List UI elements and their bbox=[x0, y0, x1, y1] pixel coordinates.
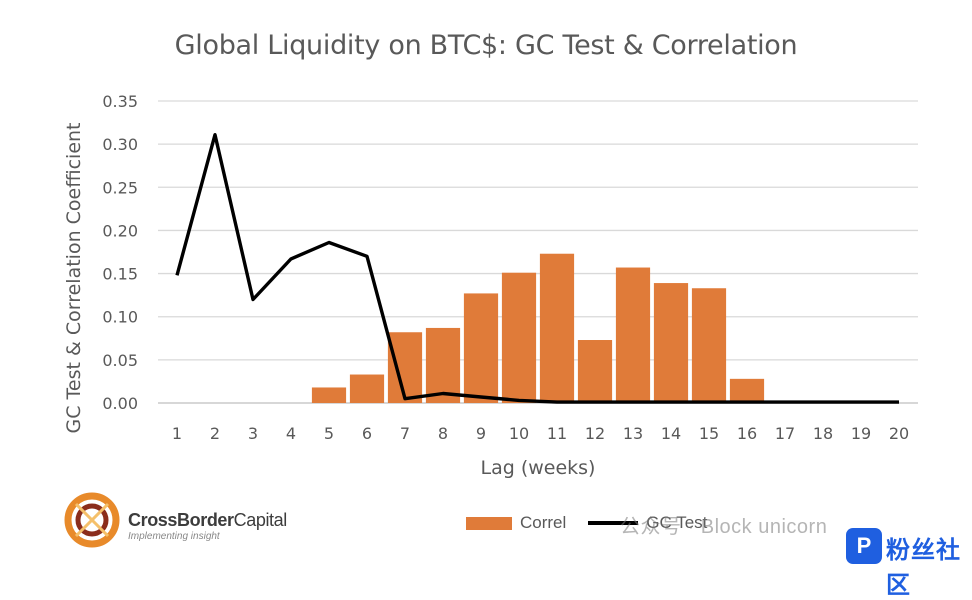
correl-bar bbox=[539, 253, 575, 403]
x-tick-label: 11 bbox=[547, 424, 567, 443]
y-tick-label: 0.15 bbox=[102, 265, 138, 284]
watermark: 公众号 · Block unicorn bbox=[620, 516, 828, 538]
legend: Correl GC Test bbox=[466, 510, 707, 536]
correl-bar bbox=[463, 293, 499, 403]
y-tick-label: 0.00 bbox=[102, 394, 138, 413]
x-axis-label: Lag (weeks) bbox=[481, 457, 596, 479]
gc-test-polyline bbox=[175, 132, 899, 404]
y-tick-label: 0.25 bbox=[102, 178, 138, 197]
correl-bar bbox=[615, 267, 651, 403]
x-tick-label: 5 bbox=[324, 424, 334, 443]
legend-correl-swatch bbox=[466, 516, 512, 530]
community-logo-icon: P bbox=[846, 528, 882, 564]
x-tick-label: 15 bbox=[699, 424, 719, 443]
x-tick-label: 4 bbox=[286, 424, 296, 443]
x-tick-label: 12 bbox=[585, 424, 605, 443]
y-tick-label: 0.30 bbox=[102, 135, 138, 154]
correl-bar bbox=[653, 283, 689, 403]
x-tick-label: 17 bbox=[775, 424, 795, 443]
y-tick-label: 0.05 bbox=[102, 351, 138, 370]
correl-bar bbox=[501, 272, 537, 403]
x-tick-label: 1 bbox=[172, 424, 182, 443]
y-axis-label: GC Test & Correlation Coefficient bbox=[63, 122, 85, 433]
gridlines bbox=[158, 100, 918, 404]
correl-bar bbox=[349, 374, 385, 403]
brand-logo: CrossBorderCapital Implementing insight bbox=[62, 484, 322, 564]
correl-bar bbox=[729, 378, 765, 403]
x-tick-label: 9 bbox=[476, 424, 486, 443]
gc-test-line bbox=[175, 132, 899, 404]
x-tick-label: 20 bbox=[889, 424, 909, 443]
x-tick-label: 19 bbox=[851, 424, 871, 443]
correl-bar bbox=[425, 327, 461, 403]
correl-bars bbox=[311, 253, 765, 403]
x-tick-label: 8 bbox=[438, 424, 448, 443]
x-tick-label: 2 bbox=[210, 424, 220, 443]
y-tick-label: 0.10 bbox=[102, 308, 138, 327]
x-tick-label: 6 bbox=[362, 424, 372, 443]
x-tick-label: 13 bbox=[623, 424, 643, 443]
x-tick-label: 16 bbox=[737, 424, 757, 443]
crossborder-logo-icon bbox=[64, 492, 120, 548]
x-axis-ticks: 1 2 3 4 5 6 7 8 9 10 11 12 13 14 15 16 17 18 19 20 bbox=[172, 424, 909, 443]
legend-gc-test-swatch bbox=[588, 521, 639, 525]
brand-name: CrossBorderCapital bbox=[128, 510, 287, 530]
correl-bar bbox=[387, 332, 423, 403]
brand-tagline: Implementing insight bbox=[128, 531, 220, 542]
correl-bar bbox=[311, 387, 347, 403]
watermark-badge-text: 粉丝社区 bbox=[886, 537, 961, 599]
y-tick-label: 0.20 bbox=[102, 221, 138, 240]
chart-title: Global Liquidity on BTC$: GC Test & Corr… bbox=[174, 30, 798, 61]
y-axis-ticks: 0.00 0.05 0.10 0.15 0.20 0.25 0.30 0.35 bbox=[102, 92, 138, 413]
legend-gc-test-label: GC Test bbox=[646, 513, 708, 532]
x-tick-label: 10 bbox=[509, 424, 529, 443]
x-tick-label: 18 bbox=[813, 424, 833, 443]
x-tick-label: 7 bbox=[400, 424, 410, 443]
correl-bar bbox=[691, 288, 727, 403]
x-tick-label: 3 bbox=[248, 424, 258, 443]
x-tick-label: 14 bbox=[661, 424, 681, 443]
correl-bar bbox=[577, 340, 613, 403]
legend-correl-label: Correl bbox=[520, 513, 567, 532]
watermark-badge: P 粉丝社区 bbox=[846, 528, 966, 599]
y-tick-label: 0.35 bbox=[102, 92, 138, 111]
